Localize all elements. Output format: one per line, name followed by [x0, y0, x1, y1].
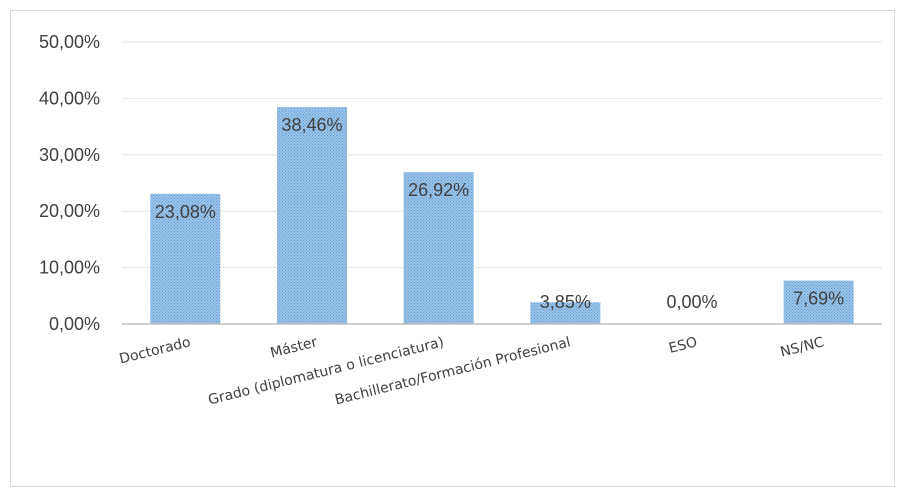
bar — [783, 280, 854, 324]
x-category-label: Doctorado — [118, 334, 193, 367]
y-tick-label: 0,00% — [49, 314, 100, 334]
x-category-label: Máster — [269, 334, 319, 361]
bar — [530, 302, 601, 324]
x-category-label: Bachillerato/Formación Profesional — [333, 334, 572, 408]
x-category-label: ESO — [667, 334, 699, 356]
y-axis-tick-labels: 0,00% 10,00% 20,00% 30,00% 40,00% 50,00% — [39, 32, 100, 334]
bar — [403, 172, 474, 324]
bar — [150, 193, 221, 324]
y-tick-label: 30,00% — [39, 145, 100, 165]
data-label: 0,00% — [666, 292, 717, 312]
data-label: 26,92% — [408, 180, 469, 200]
bar — [277, 107, 347, 324]
gridlines — [122, 41, 882, 269]
y-tick-label: 20,00% — [39, 201, 100, 221]
data-label: 7,69% — [793, 289, 844, 309]
data-label: 23,08% — [155, 202, 216, 222]
bars — [150, 107, 854, 324]
data-labels: 23,08% 38,46% 26,92% 3,85% 0,00% 7,69% — [155, 115, 844, 312]
x-category-label: Grado (diplomatura o licenciatura) — [207, 334, 446, 408]
data-label: 38,46% — [281, 115, 342, 135]
data-label: 3,85% — [540, 292, 591, 312]
x-category-label: NS/NC — [779, 334, 826, 360]
y-tick-label: 40,00% — [39, 88, 100, 108]
y-tick-label: 50,00% — [39, 32, 100, 52]
y-tick-label: 10,00% — [39, 258, 100, 278]
